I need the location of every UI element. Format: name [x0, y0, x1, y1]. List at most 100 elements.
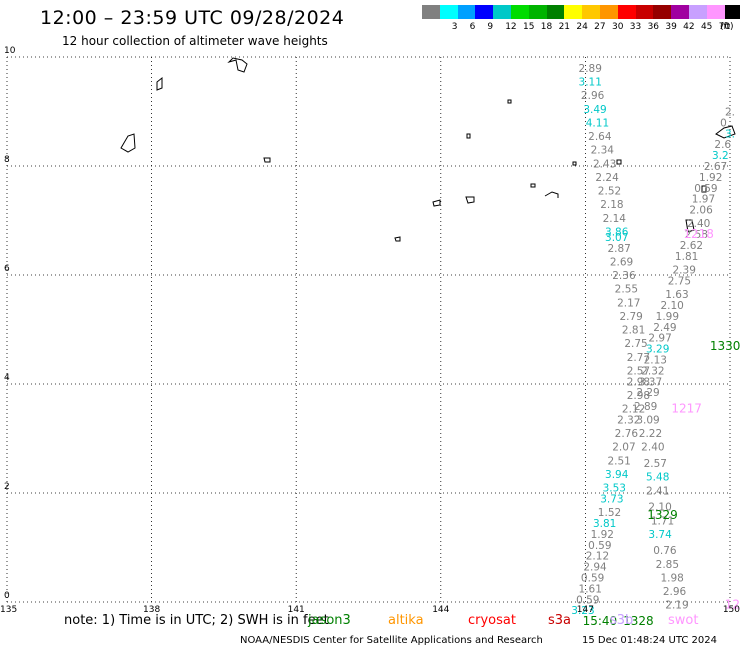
legend-swatch-label: 21 [558, 22, 571, 32]
wave-height-value: 2.64 [588, 131, 612, 143]
x-tick-label: 147 [577, 605, 594, 615]
wave-height-value: 2.79 [619, 311, 642, 323]
wave-height-value: 1.98 [660, 572, 683, 584]
wave-height-value: 1.63 [665, 289, 688, 301]
legend-swatch: 36 [635, 5, 659, 32]
legend-swatch: 21 [546, 5, 570, 32]
wave-height-value: 2.94 [583, 562, 607, 574]
wave-height-value: 2.17 [617, 297, 640, 309]
wave-height-value: 2.57 [627, 365, 650, 377]
legend-swatch [724, 5, 740, 19]
x-tick-label: 141 [288, 605, 305, 615]
mission-label: swot [668, 613, 699, 628]
legend-swatch: 30 [599, 5, 623, 32]
wave-height-value: 2.12 [586, 551, 609, 563]
wave-height-labels: 2.893.112.963.494.112.642.342.432.242.52… [571, 63, 735, 617]
mission-label: jason3 [308, 613, 351, 628]
wave-height-value: 2.98 [627, 376, 650, 388]
wave-height-value: 2.10 [660, 300, 683, 312]
legend-swatch: 15 [510, 5, 534, 32]
legend-swatch-label: 36 [647, 22, 660, 32]
wave-height-value: 2.07 [612, 442, 635, 454]
legend-swatch: 27 [582, 5, 606, 32]
footer-note: note: 1) Time is in UTC; 2) SWH is in fe… [64, 613, 329, 628]
x-tick-label: 138 [143, 605, 160, 615]
wave-height-value: 2.58 [685, 229, 708, 241]
wave-height-value: 0.59 [576, 594, 599, 606]
island-outline [572, 161, 577, 166]
legend-swatch: 70 [706, 5, 730, 32]
wave-height-value: 2.76 [615, 428, 639, 440]
mission-label: s3a [548, 613, 572, 628]
wave-height-value: 2.40 [687, 218, 710, 230]
wave-height-value: 2.43 [593, 158, 616, 170]
wave-height-value: 3. [725, 128, 735, 140]
wave-height-value: 2.96 [581, 90, 605, 102]
wave-height-value: 2.67 [704, 161, 727, 173]
wave-height-value: 2.40 [641, 442, 664, 454]
island-outline [685, 219, 695, 233]
island-outline [507, 99, 512, 104]
wave-height-value: 2.22 [639, 428, 662, 440]
y-tick-label: 6 [4, 264, 10, 274]
wave-height-value: 3.2 [712, 150, 729, 162]
wave-height-value: 2.52 [598, 186, 621, 198]
legend-swatch-label: 39 [665, 22, 677, 32]
wave-height-value: 3.37 [639, 376, 662, 388]
island-outline [715, 125, 736, 139]
map-grid [6, 56, 731, 603]
legend-swatch-label: 6 [469, 22, 476, 32]
island-outline [394, 236, 401, 242]
pass-time-label: 1217 [671, 402, 702, 416]
wave-height-value: 3.73 [600, 493, 623, 505]
island-outline [156, 76, 163, 91]
legend-swatch: 18 [528, 5, 552, 32]
wave-height-value: 2.87 [607, 243, 630, 255]
legend-swatch-label: 18 [540, 22, 553, 32]
island-outline [616, 159, 622, 165]
x-tick-label: 150 [723, 605, 740, 615]
wave-height-value: 2.57 [644, 458, 667, 470]
island-outline [120, 133, 136, 153]
wave-height-value: 3.49 [583, 104, 606, 116]
legend-swatch: 33 [617, 5, 641, 32]
wave-height-value: 2.81 [622, 325, 645, 337]
wave-height-value: 2.13 [644, 354, 667, 366]
wave-height-value: 2.85 [656, 559, 679, 571]
wave-height-value: 2.10 [648, 502, 671, 514]
wave-height-value: 2.34 [591, 145, 615, 157]
land-outlines [120, 57, 736, 242]
color-legend-unit: (ft) [720, 22, 734, 32]
y-tick-label: 10 [4, 46, 16, 56]
wave-height-value: 3.74 [648, 529, 672, 541]
wave-height-value: 0. [720, 117, 730, 129]
credit-line: NOAA/NESDIS Center for Satellite Applica… [240, 635, 543, 646]
legend-swatch-label: 15 [522, 22, 535, 32]
wave-height-value: 2.29 [636, 387, 659, 399]
wave-height-value: 1.52 [598, 507, 621, 519]
wave-height-value: 1.71 [651, 515, 674, 527]
pass-time-label: 15:40 [583, 614, 618, 628]
pass-time-labels: 1218 1330 1217 1329 1218 15:40 1328 [583, 227, 740, 628]
generated-timestamp: 15 Dec 01:48:24 UTC 2024 [582, 635, 717, 646]
wave-height-value: 2.98 [627, 390, 650, 402]
y-tick-label: 2 [4, 482, 10, 492]
wave-height-value: 2.89 [634, 401, 657, 413]
island-outline [465, 196, 475, 204]
legend-swatch-label: 33 [629, 22, 642, 32]
pass-time-label: 1218 [683, 227, 714, 241]
wave-height-value: 2.75 [668, 275, 691, 287]
wave-height-value: 3.23 [571, 605, 594, 617]
wave-height-value: 2.19 [665, 600, 688, 612]
legend-swatch [422, 5, 440, 19]
legend-swatch-label: 12 [505, 22, 517, 32]
wave-height-value: 2.06 [689, 205, 713, 217]
island-outline [466, 133, 471, 139]
island-outline [432, 199, 441, 207]
wave-height-value: 2.77 [627, 352, 650, 364]
legend-swatch: 39 [653, 5, 677, 32]
wave-height-value: 2.41 [646, 485, 669, 497]
y-tick-label: 8 [4, 155, 10, 165]
wave-height-value: 3.11 [579, 77, 602, 89]
